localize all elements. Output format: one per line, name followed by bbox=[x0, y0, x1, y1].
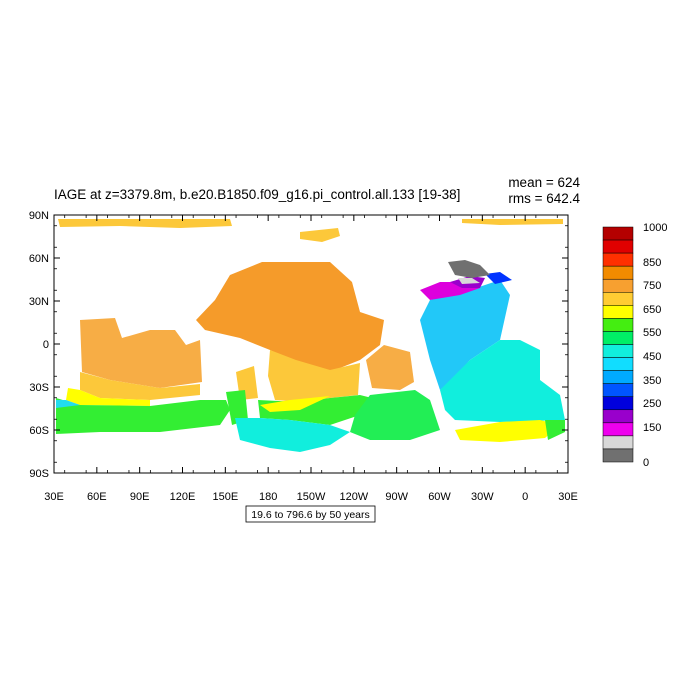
colorbar-swatch bbox=[602, 435, 634, 450]
colorbar-swatch bbox=[602, 383, 634, 397]
colorbar-swatch bbox=[602, 226, 634, 241]
indian-ocean-field bbox=[80, 318, 202, 388]
lon-tick-label: 150E bbox=[212, 491, 238, 503]
lat-tick-label: 30S bbox=[29, 382, 49, 394]
north-pacific-field bbox=[196, 262, 384, 372]
colorbar-swatch bbox=[602, 409, 634, 424]
lat-tick-label: 90N bbox=[29, 210, 49, 222]
south-atlantic-green bbox=[545, 420, 565, 440]
colorbar-label: 0 bbox=[643, 457, 649, 469]
colorbar-label: 550 bbox=[643, 327, 661, 339]
colorbar-swatch bbox=[602, 278, 634, 293]
antarctic-cyan-band bbox=[235, 418, 350, 452]
lon-tick-label: 30E bbox=[44, 491, 64, 503]
southern-ocean-center bbox=[226, 390, 248, 425]
arctic-field-strip-west bbox=[58, 219, 232, 228]
lon-tick-label: 120E bbox=[170, 491, 196, 503]
atlantic-cyan bbox=[440, 340, 565, 422]
lat-tick-label: 90S bbox=[29, 468, 49, 480]
lon-tick-label: 90W bbox=[385, 491, 408, 503]
colorbar-label: 450 bbox=[643, 351, 661, 363]
lon-tick-label: 60E bbox=[87, 491, 107, 503]
colorbar-swatch bbox=[602, 344, 634, 358]
lon-tick-label: 150W bbox=[297, 491, 326, 503]
indian-cyan-west bbox=[56, 400, 80, 408]
colorbar-swatch bbox=[602, 252, 634, 267]
range-label-box bbox=[245, 505, 376, 523]
latitude-axis: 90N 60N 30N 0 30S 60S 90S bbox=[29, 210, 568, 480]
lon-tick-label: 0 bbox=[522, 491, 528, 503]
colorbar-label: 150 bbox=[643, 422, 661, 434]
map-title: IAGE at z=3379.8m, b.e20.B1850.f09_g16.p… bbox=[54, 187, 460, 202]
colorbar-swatch bbox=[602, 370, 634, 384]
rms-label: rms = 642.4 bbox=[508, 191, 580, 206]
lat-tick-label: 60N bbox=[29, 253, 49, 265]
indian-ocean-yellow bbox=[66, 388, 150, 406]
colorbar-swatch bbox=[602, 422, 634, 437]
lon-tick-label: 30E bbox=[558, 491, 578, 503]
lat-tick-label: 60S bbox=[29, 425, 49, 437]
colorbar-swatch bbox=[602, 396, 634, 411]
lon-tick-label: 90E bbox=[130, 491, 150, 503]
colorbar-swatch bbox=[602, 318, 634, 332]
indian-ocean-south-band bbox=[80, 372, 200, 400]
south-atlantic-yellow bbox=[455, 420, 560, 442]
colorbar-swatch bbox=[602, 292, 634, 306]
colorbar-label: 650 bbox=[643, 304, 661, 316]
colorbar-swatch bbox=[602, 265, 634, 280]
arctic-field-strip-center bbox=[300, 228, 340, 242]
colorbar: 1000 850 750 650 550 450 350 250 150 0 bbox=[602, 222, 667, 469]
colorbar-label: 850 bbox=[643, 257, 661, 269]
lon-tick-label: 30W bbox=[471, 491, 494, 503]
colorbar-swatch bbox=[602, 305, 634, 319]
nordic-seas-gray bbox=[448, 260, 490, 278]
longitude-axis: 30E 60E 90E 120E 150E 180 150W 120W 90W 60W 30W 0 30… bbox=[44, 215, 578, 503]
colorbar-swatch bbox=[602, 357, 634, 371]
colorbar-label: 750 bbox=[643, 280, 661, 292]
lon-tick-label: 120W bbox=[339, 491, 368, 503]
colorbar-swatch bbox=[602, 448, 634, 463]
lat-tick-label: 0 bbox=[43, 339, 49, 351]
range-label: 19.6 to 796.6 by 50 years bbox=[251, 509, 370, 521]
north-atlantic-field bbox=[420, 280, 510, 390]
atlantic-blue bbox=[485, 272, 512, 284]
map-field bbox=[56, 219, 565, 452]
colorbar-label: 1000 bbox=[643, 222, 667, 234]
colorbar-swatch bbox=[602, 331, 634, 345]
southern-ocean-yellow-band bbox=[260, 396, 330, 412]
east-pacific-field bbox=[366, 345, 414, 390]
arctic-field-strip-east bbox=[462, 219, 563, 225]
southern-ocean-east bbox=[350, 390, 440, 440]
lon-tick-label: 180 bbox=[259, 491, 277, 503]
colorbar-label: 250 bbox=[643, 398, 661, 410]
colorbar-swatch bbox=[602, 239, 634, 254]
mean-label: mean = 624 bbox=[508, 175, 580, 190]
atlantic-light-gray bbox=[458, 278, 480, 284]
southern-ocean-west bbox=[56, 398, 230, 434]
colorbar-label: 350 bbox=[643, 375, 661, 387]
lon-tick-label: 60W bbox=[428, 491, 451, 503]
lat-tick-label: 30N bbox=[29, 296, 49, 308]
south-pacific-field bbox=[268, 350, 360, 402]
